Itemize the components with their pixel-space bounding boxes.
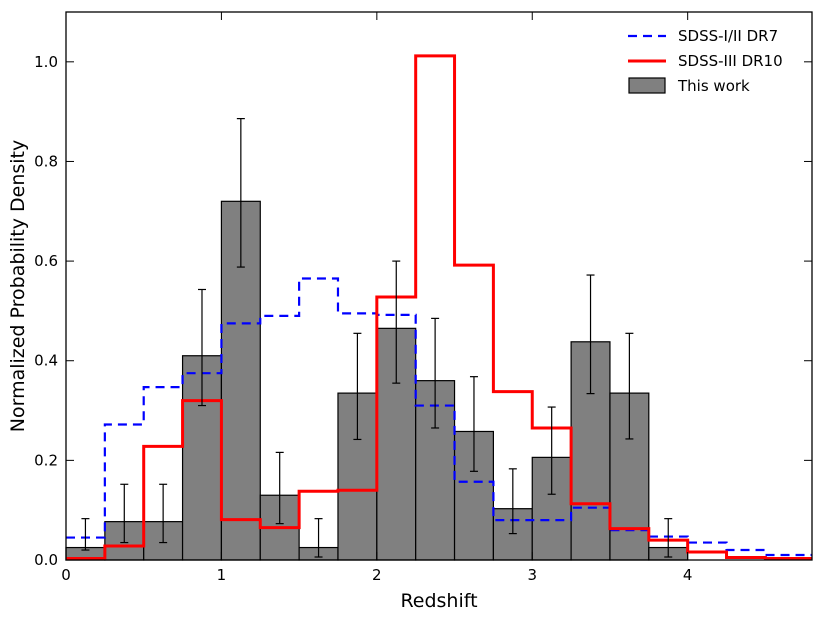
error-bar-1 [120,483,129,544]
error-bar-7 [353,332,362,441]
y-axis-label: Normalized Probability Density [7,140,29,433]
legend: SDSS-I/II DR7 SDSS-III DR10 This work [628,27,783,95]
y-tick-label-1: 0.2 [34,451,58,469]
x-tick-label-0: 0 [61,566,71,584]
legend-label-dr10: SDSS-III DR10 [678,52,783,70]
y-tick-label-4: 0.8 [34,152,58,170]
error-bars [81,118,673,558]
axis-ticks: 0 1 2 3 4 0.0 0.2 0.4 0.6 0.8 1.0 [34,12,812,584]
error-bar-11 [508,468,517,535]
error-bar-6 [314,518,323,558]
legend-label-this-work: This work [677,77,750,95]
y-tick-label-0: 0.0 [34,551,58,569]
y-tick-label-2: 0.4 [34,352,58,370]
error-bar-0 [81,518,90,551]
error-bar-13 [586,274,595,395]
plot-frame [65,11,813,561]
x-tick-label-3: 3 [527,566,537,584]
x-tick-label-1: 1 [217,566,227,584]
error-bar-2 [159,483,168,544]
x-tick-label-4: 4 [683,566,693,584]
error-bar-8 [392,260,401,384]
error-bar-9 [431,317,440,429]
series-line-dr10 [66,54,812,561]
error-bar-4 [236,118,245,268]
error-bar-3 [197,288,206,407]
x-tick-label-2: 2 [372,566,382,584]
error-bar-10 [469,376,478,472]
x-axis-label: Redshift [400,590,477,612]
comparison-lines [66,54,812,561]
error-bar-14 [625,332,634,440]
legend-swatch-this-work [628,77,666,94]
legend-label-dr7: SDSS-I/II DR7 [678,27,778,45]
error-bar-15 [664,518,673,558]
y-tick-label-3: 0.6 [34,252,58,270]
y-tick-label-5: 1.0 [34,53,58,71]
series-line-dr7 [66,277,812,557]
error-bar-5 [275,451,284,525]
error-bar-12 [547,406,556,495]
